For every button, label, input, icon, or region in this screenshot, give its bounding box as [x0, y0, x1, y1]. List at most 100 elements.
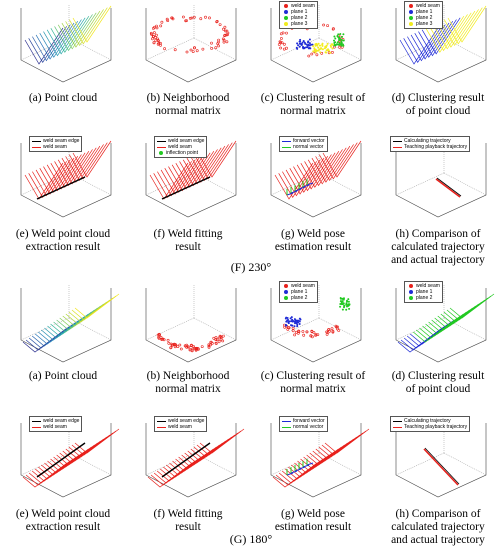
legend-item: weld seam edge — [157, 138, 204, 144]
legend-item: Teaching playback trajectory — [393, 424, 467, 430]
plot-3d — [145, 4, 237, 83]
plot-3d — [20, 4, 112, 83]
plane-1-points — [295, 38, 314, 50]
legend-label: normal vector — [293, 424, 324, 430]
caption-line: of point cloud — [405, 105, 471, 117]
panel-caption: (e) Weld point cloud extraction result — [0, 508, 129, 534]
caption-line: (c) Clustering result of — [260, 92, 366, 104]
weld-seam-line — [161, 442, 211, 478]
legend: weld seam edge weld seam inflection point — [154, 136, 208, 158]
legend-item: plane 2 — [282, 295, 315, 301]
weld-cloud — [274, 140, 362, 200]
panel-b — [128, 0, 248, 98]
legend-label: plane 1 — [291, 9, 308, 15]
panel-caption: (g) Weld pose estimation result — [247, 228, 379, 254]
legend-swatch — [157, 140, 166, 142]
legend-swatch — [32, 420, 41, 422]
section-label: (F) 230° — [230, 260, 272, 274]
legend-label: weld seam edge — [168, 138, 205, 144]
legend-label: plane 2 — [416, 295, 433, 301]
plot-3d — [395, 4, 487, 83]
legend-label: plane 2 — [291, 295, 308, 301]
legend-item: forward vector — [282, 138, 325, 144]
panel-d: weld seam plane 1 plane 2 — [378, 280, 498, 378]
caption-line: (b) Neighborhood — [146, 370, 230, 382]
weld-seam-points — [282, 323, 341, 339]
panel-caption: (e) Weld point cloud extraction result — [0, 228, 129, 254]
legend-label: inflection point — [166, 150, 198, 156]
legend-item: plane 1 — [407, 9, 440, 15]
panel-c: weld seam plane 1 plane 2 plane 3 — [253, 0, 373, 98]
plot-3d — [20, 419, 120, 498]
legend-label: forward vector — [293, 138, 325, 144]
panel-caption: (h) Comparison of calculated trajectory an… — [372, 228, 502, 267]
panel-f: weld seam edge weld seam inflection point — [128, 135, 248, 233]
weld-seam-line — [161, 176, 211, 200]
caption-line: normal matrix — [280, 105, 346, 117]
panel-caption: (d) Clustering result of point cloud — [372, 92, 502, 118]
legend-item: plane 1 — [282, 9, 315, 15]
legend-swatch — [284, 10, 288, 14]
legend-item: Teaching playback trajectory — [393, 144, 467, 150]
legend-label: plane 2 — [291, 15, 308, 21]
legend-item: forward vector — [282, 418, 325, 424]
legend-label: weld seam edge — [43, 138, 80, 144]
caption-line: normal matrix — [155, 383, 221, 395]
legend-label: Teaching playback trajectory — [404, 424, 468, 430]
axes-box — [20, 284, 112, 363]
plane-2-points — [333, 33, 345, 47]
caption-line: extraction result — [25, 241, 101, 253]
legend-item: Calculating trajectory — [393, 138, 467, 144]
plot-3d — [270, 139, 362, 218]
legend-swatch — [157, 426, 166, 428]
plot-3d — [145, 419, 245, 498]
legend-swatch — [409, 290, 413, 294]
legend-swatch — [409, 22, 413, 26]
plot-3d — [395, 419, 487, 498]
legend-item: plane 1 — [282, 289, 315, 295]
legend-label: Teaching playback trajectory — [404, 144, 468, 150]
panel-caption: (a) Point cloud — [0, 92, 129, 105]
legend-item: weld seam edge — [32, 418, 79, 424]
legend-swatch — [282, 146, 291, 148]
legend-swatch — [282, 140, 291, 142]
panel-g: forward vector normal vector — [253, 135, 373, 233]
clustered-cloud — [397, 293, 495, 353]
legend-item: weld seam edge — [157, 418, 204, 424]
legend-swatch — [284, 284, 288, 288]
caption-line: (e) Weld point cloud — [15, 508, 111, 520]
caption-line: (c) Clustering result of — [260, 370, 366, 382]
legend: weld seam edge weld seam — [29, 416, 83, 432]
legend-item: weld seam — [157, 424, 204, 430]
panel-caption: (h) Comparison of calculated trajectory an… — [372, 508, 502, 547]
caption-line: result — [175, 521, 201, 533]
legend-item: weld seam — [282, 283, 315, 289]
axes-box — [145, 284, 237, 363]
panel-caption: (d) Clustering result of point cloud — [372, 370, 502, 396]
legend-label: Calculating trajectory — [404, 138, 451, 144]
legend-label: forward vector — [293, 418, 325, 424]
caption-line: (h) Comparison of — [395, 228, 481, 240]
legend-label: plane 3 — [416, 21, 433, 27]
legend-swatch — [393, 140, 402, 142]
panel-caption: (b) Neighborhood normal matrix — [122, 370, 254, 396]
caption-line: (b) Neighborhood — [146, 92, 230, 104]
axes-box — [395, 284, 487, 363]
legend-swatch — [409, 16, 413, 20]
legend-item: Calculating trajectory — [393, 418, 467, 424]
legend-label: normal vector — [293, 144, 324, 150]
legend-swatch — [157, 146, 166, 148]
legend-item: plane 1 — [407, 289, 440, 295]
panel-caption: (c) Clustering result of normal matrix — [247, 370, 379, 396]
plane-1-points — [284, 316, 302, 328]
legend-label: weld seam — [168, 424, 192, 430]
plane-3-points — [312, 42, 334, 54]
legend-item: weld seam — [157, 144, 204, 150]
legend-swatch — [409, 4, 413, 8]
legend-swatch — [32, 140, 41, 142]
legend-item: normal vector — [282, 424, 325, 430]
caption-line: extraction result — [25, 521, 101, 533]
panel-f: weld seam edge weld seam — [128, 415, 248, 513]
legend-swatch — [282, 420, 291, 422]
legend-item: plane 3 — [407, 21, 440, 27]
